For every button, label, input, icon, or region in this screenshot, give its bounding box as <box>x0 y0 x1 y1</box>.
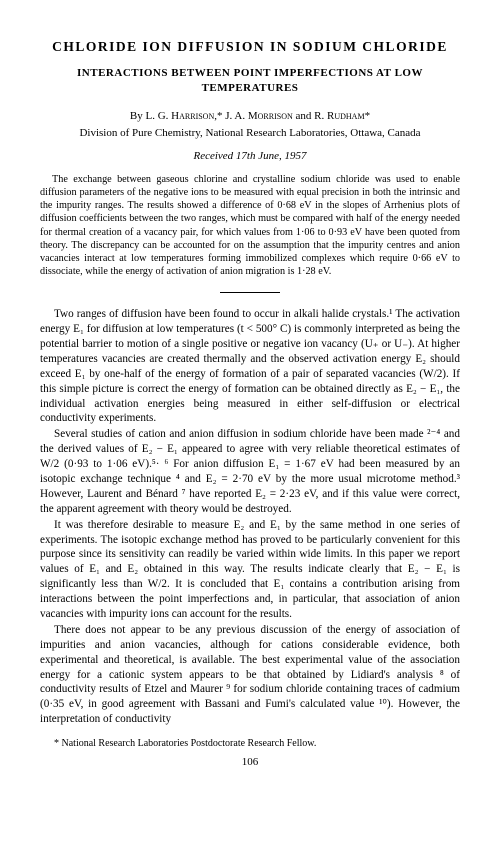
page-title: CHLORIDE ION DIFFUSION IN SODIUM CHLORID… <box>40 38 460 56</box>
footnote: * National Research Laboratories Postdoc… <box>40 737 460 751</box>
body-paragraph-3: It was therefore desirable to measure E₂… <box>40 518 460 622</box>
body-paragraph-1: Two ranges of diffusion have been found … <box>40 307 460 426</box>
authors-text: By L. G. Harrison,* J. A. Morrison and R… <box>130 110 370 122</box>
affiliation: Division of Pure Chemistry, National Res… <box>40 126 460 141</box>
body-paragraph-2: Several studies of cation and anion diff… <box>40 427 460 516</box>
abstract: The exchange between gaseous chlorine an… <box>40 173 460 277</box>
body-paragraph-4: There does not appear to be any previous… <box>40 623 460 727</box>
authors: By L. G. Harrison,* J. A. Morrison and R… <box>40 109 460 124</box>
received-date: Received 17th June, 1957 <box>40 149 460 164</box>
page-number: 106 <box>40 755 460 770</box>
page-subtitle: INTERACTIONS BETWEEN POINT IMPERFECTIONS… <box>40 66 460 95</box>
separator <box>40 286 460 300</box>
